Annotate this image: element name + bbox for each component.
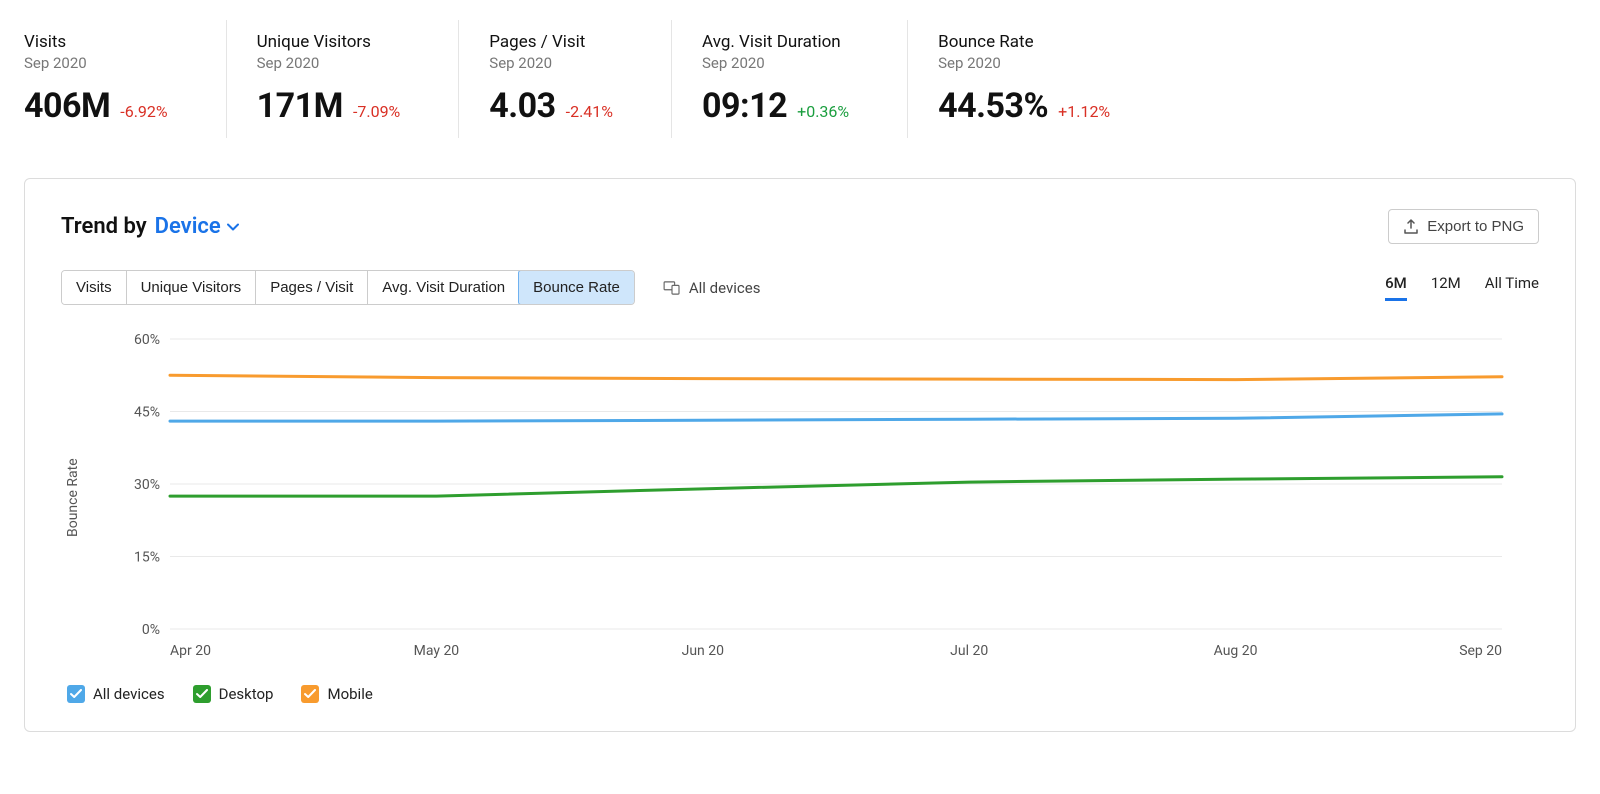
metric-card: Bounce Rate Sep 2020 44.53% +1.12% [907,20,1138,138]
metric-card: Avg. Visit Duration Sep 2020 09:12 +0.36… [671,20,877,138]
metric-value-row: 171M -7.09% [257,86,401,126]
metric-value-row: 406M -6.92% [24,86,168,126]
legend-label: All devices [93,685,165,703]
range-tab[interactable]: 6M [1385,274,1407,301]
line-chart: 0% 15% 30% 45% 60% Apr 20 May 20 Jun 20 Jul 20 Au… [81,333,1539,663]
range-tab[interactable]: All Time [1485,274,1539,301]
svg-text:May 20: May 20 [414,643,460,659]
trend-title: Trend by Device [61,214,239,239]
chart-panel: Trend by Device Export to PNG VisitsUniq… [24,178,1576,732]
metrics-row: Visits Sep 2020 406M -6.92% Unique Visit… [24,20,1576,138]
trend-dropdown[interactable]: Device [155,214,239,239]
svg-text:30%: 30% [134,477,160,493]
metric-period: Sep 2020 [702,54,849,72]
metric-value: 171M [257,86,343,126]
metric-tab[interactable]: Unique Visitors [126,271,256,304]
metric-title: Pages / Visit [489,32,613,52]
legend-label: Mobile [327,685,372,703]
metric-period: Sep 2020 [24,54,168,72]
metric-title: Unique Visitors [257,32,401,52]
metric-value-row: 09:12 +0.36% [702,86,849,126]
export-png-button[interactable]: Export to PNG [1388,209,1539,244]
svg-text:60%: 60% [134,333,160,348]
legend-checkbox [301,685,319,703]
metric-title: Visits [24,32,168,52]
metric-title: Avg. Visit Duration [702,32,849,52]
chevron-down-icon [227,223,239,231]
metric-card: Visits Sep 2020 406M -6.92% [24,20,196,138]
legend-item[interactable]: Mobile [301,685,372,703]
chart-wrap: Bounce Rate 0% 15% 30% 45% 60% Apr 20 May 20 Ju… [61,333,1539,663]
metric-title: Bounce Rate [938,32,1110,52]
legend-checkbox [67,685,85,703]
metric-value-row: 4.03 -2.41% [489,86,613,126]
metric-delta: -6.92% [120,102,167,121]
metric-delta: +1.12% [1058,102,1110,121]
svg-text:0%: 0% [142,622,160,638]
trend-by-label: Trend by [61,214,147,239]
svg-text:15%: 15% [134,550,160,566]
svg-text:Apr 20: Apr 20 [170,643,211,659]
metric-period: Sep 2020 [489,54,613,72]
svg-text:Jun 20: Jun 20 [682,643,725,659]
metric-tab[interactable]: Avg. Visit Duration [367,271,519,304]
metric-delta: -7.09% [353,102,400,121]
devices-filter-label: All devices [689,279,761,297]
devices-icon [663,281,681,295]
legend-item[interactable]: All devices [67,685,165,703]
metric-tab[interactable]: Visits [62,271,126,304]
metric-value: 4.03 [489,86,555,126]
devices-filter[interactable]: All devices [663,279,761,297]
svg-text:Sep 20: Sep 20 [1459,643,1502,659]
metric-tabs: VisitsUnique VisitorsPages / VisitAvg. V… [61,270,635,305]
legend-label: Desktop [219,685,274,703]
export-icon [1403,219,1419,235]
metric-tab[interactable]: Bounce Rate [518,270,635,305]
y-axis-label: Bounce Rate [61,333,81,663]
legend-item[interactable]: Desktop [193,685,274,703]
metric-value: 09:12 [702,86,787,126]
svg-text:Aug 20: Aug 20 [1214,643,1258,659]
metric-value: 44.53% [938,86,1048,126]
metric-period: Sep 2020 [938,54,1110,72]
metric-card: Unique Visitors Sep 2020 171M -7.09% [226,20,429,138]
range-tab[interactable]: 12M [1431,274,1461,301]
range-tabs: 6M 12M All Time [1385,274,1539,301]
metric-tab[interactable]: Pages / Visit [255,271,367,304]
export-label: Export to PNG [1427,218,1524,235]
tab-group: VisitsUnique VisitorsPages / VisitAvg. V… [61,270,760,305]
chart-header: Trend by Device Export to PNG [61,209,1539,244]
legend-checkbox [193,685,211,703]
metric-delta: -2.41% [566,102,613,121]
metric-value-row: 44.53% +1.12% [938,86,1110,126]
metric-period: Sep 2020 [257,54,401,72]
svg-text:45%: 45% [134,405,160,421]
metric-value: 406M [24,86,110,126]
metric-card: Pages / Visit Sep 2020 4.03 -2.41% [458,20,641,138]
svg-text:Jul 20: Jul 20 [950,643,988,659]
trend-dropdown-label: Device [155,214,221,239]
metric-delta: +0.36% [797,102,849,121]
controls-row: VisitsUnique VisitorsPages / VisitAvg. V… [61,270,1539,305]
chart-legend: All devices Desktop Mobile [61,685,1539,703]
